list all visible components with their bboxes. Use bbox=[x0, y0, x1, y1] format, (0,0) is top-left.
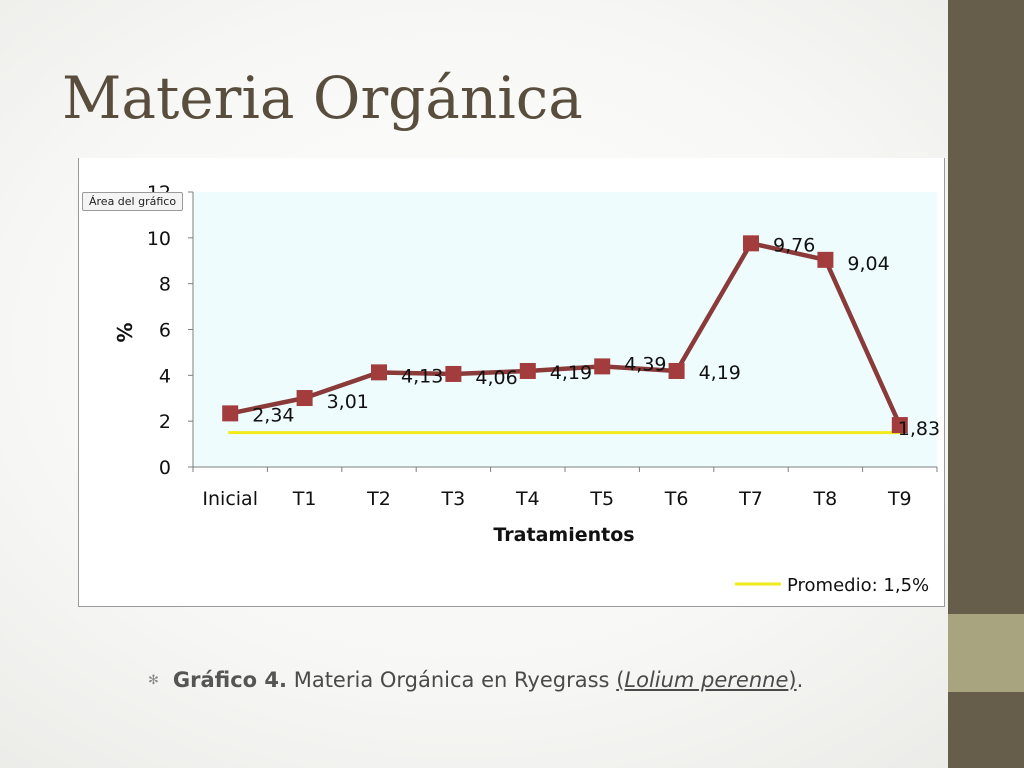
x-tick-label: T2 bbox=[366, 488, 391, 510]
x-tick-label: T4 bbox=[515, 488, 540, 510]
data-point-marker bbox=[668, 362, 685, 379]
caption-period: . bbox=[796, 668, 804, 692]
data-label: 4,13 bbox=[401, 365, 443, 387]
caption-text: Materia Orgánica en Ryegrass bbox=[293, 668, 610, 692]
chart-area-tooltip: Área del gráfico bbox=[82, 192, 184, 211]
legend-label: Promedio: 1,5% bbox=[787, 575, 929, 596]
x-tick-label: T7 bbox=[738, 488, 763, 510]
data-label: 4,19 bbox=[699, 362, 741, 384]
data-point-marker bbox=[519, 362, 536, 379]
data-label: 9,76 bbox=[773, 234, 815, 256]
x-tick-label: T9 bbox=[887, 488, 912, 510]
x-tick-label: T1 bbox=[292, 488, 317, 510]
data-point-marker bbox=[891, 417, 908, 434]
data-point-marker bbox=[817, 251, 834, 268]
y-axis-title: % bbox=[113, 322, 137, 342]
series-line bbox=[229, 241, 902, 427]
slide-title: Materia Orgánica bbox=[62, 64, 583, 132]
y-tick-label: 4 bbox=[159, 365, 171, 387]
x-tick-label: T8 bbox=[813, 488, 838, 510]
x-tick-label: T6 bbox=[664, 488, 689, 510]
data-point-marker bbox=[296, 390, 313, 407]
chart-area[interactable]: 024681012InicialT1T2T3T4T5T6T7T8T9%Trata… bbox=[78, 158, 945, 607]
data-point-marker bbox=[743, 235, 759, 252]
data-label: 2,34 bbox=[252, 404, 294, 426]
y-tick-label: 6 bbox=[159, 320, 171, 342]
caption-label: Gráfico 4. bbox=[172, 668, 288, 692]
y-tick-label: 0 bbox=[159, 457, 171, 479]
data-label: 4,06 bbox=[475, 367, 517, 389]
data-point-marker bbox=[594, 358, 611, 375]
x-tick-label: T5 bbox=[589, 488, 614, 510]
figure-caption: ✻ Gráfico 4. Materia Orgánica en Ryegrass… bbox=[148, 668, 803, 692]
y-tick-label: 10 bbox=[147, 228, 171, 250]
caption-paren-close: ) bbox=[788, 668, 797, 692]
data-point-marker bbox=[445, 365, 462, 382]
line-chart[interactable]: 024681012InicialT1T2T3T4T5T6T7T8T9%Trata… bbox=[79, 158, 945, 606]
x-tick-label: T3 bbox=[441, 488, 466, 510]
x-axis-title: Tratamientos bbox=[493, 524, 634, 546]
y-tick-label: 2 bbox=[159, 411, 171, 433]
data-point-marker bbox=[222, 405, 239, 422]
data-point-marker bbox=[371, 364, 387, 381]
data-label: 9,04 bbox=[847, 253, 889, 275]
bullet-icon: ✻ bbox=[148, 673, 159, 688]
data-label: 3,01 bbox=[327, 391, 369, 413]
slide-side-accent bbox=[948, 614, 1024, 692]
data-label: 4,39 bbox=[624, 353, 666, 375]
chart-frame-edge bbox=[944, 158, 945, 607]
x-tick-label: Inicial bbox=[202, 488, 258, 510]
y-tick-label: 8 bbox=[159, 274, 171, 296]
data-label: 4,19 bbox=[550, 362, 592, 384]
data-label: 1,83 bbox=[898, 418, 940, 440]
plot-area bbox=[193, 192, 937, 467]
caption-species: Lolium perenne bbox=[624, 668, 789, 692]
caption-paren-open: ( bbox=[616, 668, 625, 692]
